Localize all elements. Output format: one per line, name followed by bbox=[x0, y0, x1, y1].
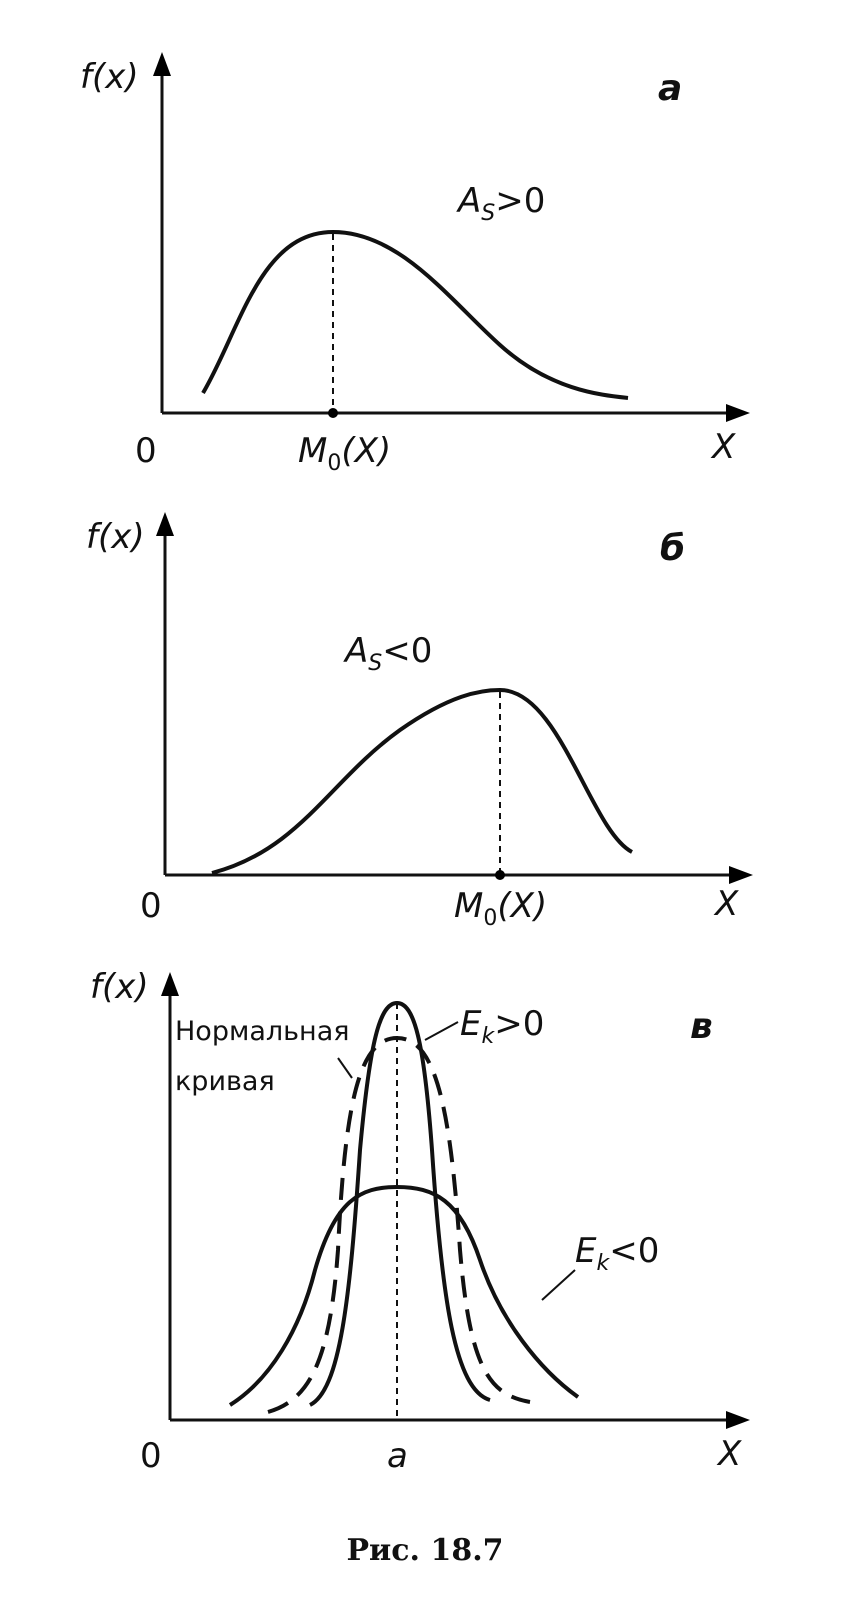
text: 0 bbox=[327, 451, 341, 476]
text: M bbox=[454, 886, 483, 926]
y-label: f(x) bbox=[90, 967, 149, 1007]
text: A bbox=[456, 181, 481, 221]
text: <0 bbox=[609, 1231, 659, 1271]
panel-letter: а bbox=[658, 68, 682, 109]
normal-label: Нормальная bbox=[175, 1016, 350, 1047]
curve bbox=[211, 687, 634, 875]
mode-point bbox=[495, 870, 505, 880]
axes bbox=[163, 530, 738, 877]
normal-curve bbox=[267, 1035, 531, 1414]
text: S bbox=[481, 201, 495, 226]
axes bbox=[168, 990, 735, 1422]
normal-label: кривая bbox=[175, 1066, 275, 1097]
panel-c: f(x) Нормальная кривая Ek>0 в Ek<0 0 a X bbox=[90, 967, 750, 1476]
annotation: AS>0 bbox=[456, 181, 545, 226]
text: E bbox=[575, 1231, 597, 1271]
text: (X) bbox=[497, 886, 547, 926]
panel-letter: в bbox=[690, 1006, 713, 1047]
text: k bbox=[481, 1024, 495, 1049]
text: k bbox=[596, 1251, 610, 1276]
text: M bbox=[298, 431, 327, 471]
negative-label: Ek<0 bbox=[575, 1231, 659, 1276]
positive-label: Ek>0 bbox=[460, 1004, 544, 1049]
leader-line bbox=[541, 1269, 576, 1301]
arrow bbox=[729, 866, 753, 884]
x-label: X bbox=[716, 1434, 742, 1474]
origin: 0 bbox=[140, 1436, 162, 1476]
text: A bbox=[343, 631, 368, 671]
text: S bbox=[368, 651, 382, 676]
arrow bbox=[726, 1411, 750, 1429]
flat-curve bbox=[228, 1184, 580, 1407]
axes bbox=[160, 70, 735, 415]
mode-point bbox=[328, 408, 338, 418]
arrow bbox=[726, 404, 750, 422]
arrow bbox=[161, 972, 179, 996]
origin: 0 bbox=[135, 431, 157, 471]
panel-a: f(x) а AS>0 0 M0(X) X bbox=[80, 52, 750, 476]
center-label: a bbox=[387, 1436, 408, 1476]
mode-label: M0(X) bbox=[454, 886, 547, 931]
text: (X) bbox=[341, 431, 391, 471]
x-label: X bbox=[713, 884, 739, 924]
text: >0 bbox=[494, 1004, 544, 1044]
arrow bbox=[153, 52, 171, 76]
text: <0 bbox=[382, 631, 432, 671]
panel-letter: б bbox=[660, 528, 685, 569]
leader-line bbox=[424, 1021, 459, 1041]
leader-line bbox=[337, 1057, 353, 1079]
y-label: f(x) bbox=[86, 517, 145, 557]
text: E bbox=[460, 1004, 482, 1044]
origin: 0 bbox=[140, 886, 162, 926]
panel-b: f(x) б AS<0 0 M0(X) X bbox=[86, 512, 753, 931]
curve bbox=[201, 229, 629, 400]
arrow bbox=[156, 512, 174, 536]
text: 0 bbox=[483, 906, 497, 931]
y-label: f(x) bbox=[80, 57, 139, 97]
peaked-curve bbox=[308, 1000, 491, 1407]
caption: Рис. 18.7 bbox=[346, 1533, 503, 1568]
text: >0 bbox=[495, 181, 545, 221]
x-label: X bbox=[710, 427, 736, 467]
mode-label: M0(X) bbox=[298, 431, 391, 476]
annotation: AS<0 bbox=[343, 631, 432, 676]
